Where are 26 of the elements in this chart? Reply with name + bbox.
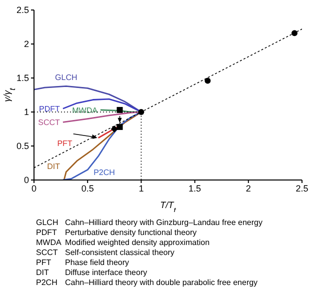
x-tick-label: 2.5 (296, 183, 308, 194)
x-tick-label: 2 (246, 183, 251, 194)
x-tick-label: 0.5 (81, 183, 94, 194)
y-tick-label: 1.5 (16, 73, 29, 84)
text: P2CH Cahn–Hilliard theory with double parabolic free energy (36, 278, 258, 288)
y-tick-label: 2.5 (16, 5, 29, 16)
y-tick-label: 0.5 (16, 141, 29, 152)
x-tick-label: 1 (138, 183, 144, 194)
series-label: PDFT (39, 104, 60, 114)
x-tick-label: 0 (31, 183, 37, 194)
text: PFT (57, 138, 72, 148)
text: DIT Diffuse interface theory (36, 268, 148, 277)
series-label: SCCT (38, 118, 60, 128)
series-label: GLCH (55, 73, 78, 82)
y-tick-label: 1 (24, 107, 29, 118)
text: MWDA Modified weighted density approximation (36, 238, 210, 248)
text: GLCH Cahn–Hilliard theory with Ginzburg–Landau free energy (36, 218, 262, 228)
x-tick-label: 1.5 (188, 183, 202, 194)
text: SCCT Self-consistent classical theory (36, 248, 174, 258)
series-label: MWDA (72, 106, 98, 115)
series-label: P2CH (94, 168, 116, 177)
series-label: DIT (47, 162, 60, 171)
y-tick-label: 0 (24, 175, 29, 186)
text: PFT Phase field theory (36, 258, 130, 267)
text: PDFT Perturbative density functional theory (36, 228, 197, 238)
y-tick-label: 2 (24, 39, 29, 50)
